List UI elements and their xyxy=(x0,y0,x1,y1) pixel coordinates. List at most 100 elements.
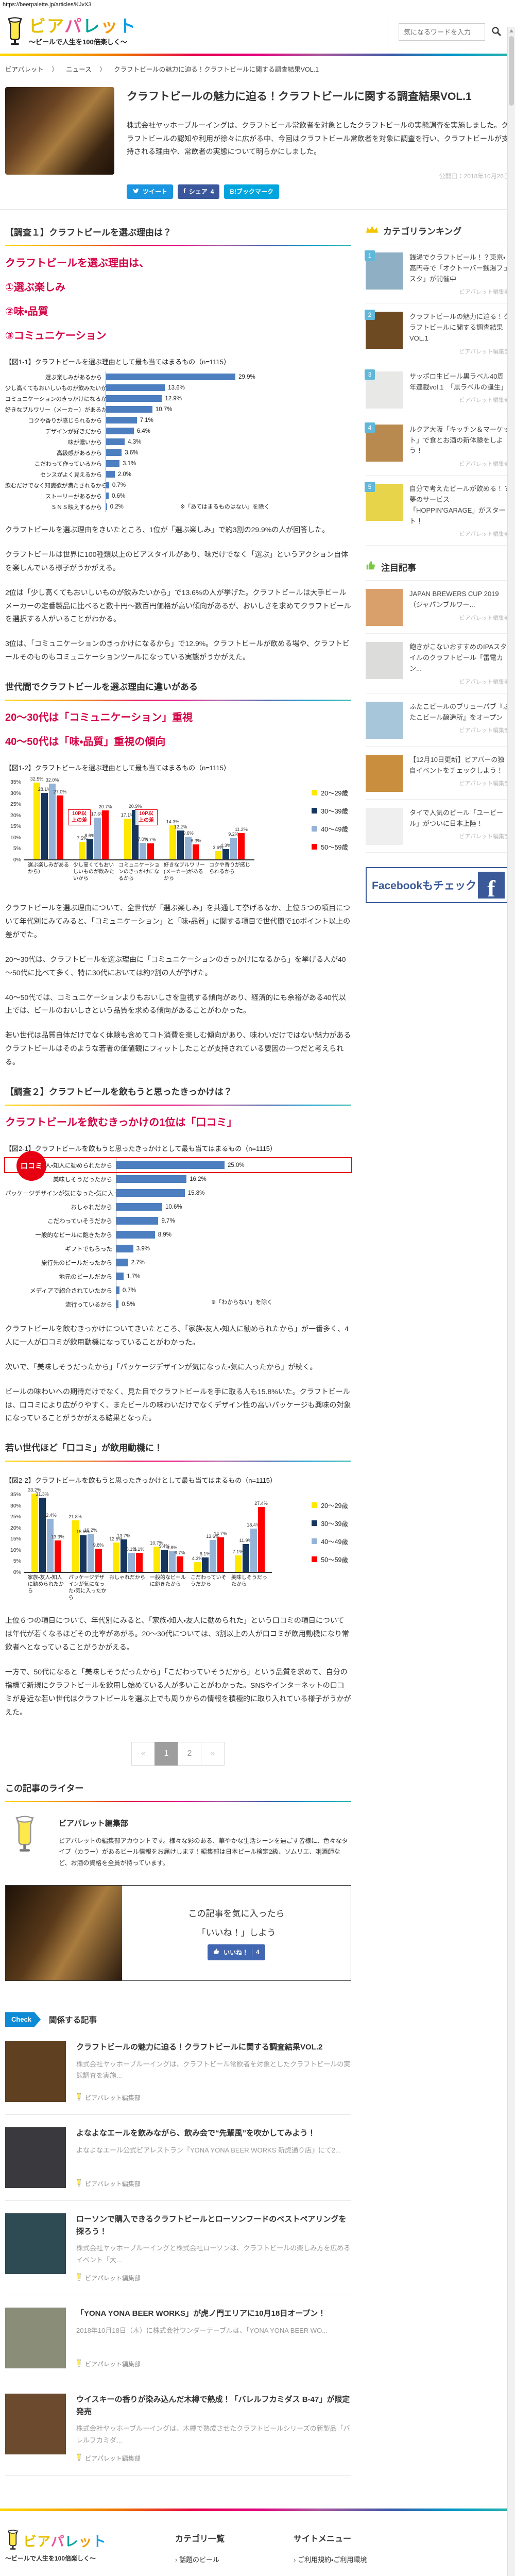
check-ribbon: Check xyxy=(5,2012,41,2027)
ranking-item[interactable]: 4 ルクア大阪「キッチン＆マーケット」で食とお酒の新体験をしよう！ ビアパレット… xyxy=(365,416,510,476)
breadcrumb-section[interactable]: ニュース xyxy=(66,66,92,73)
bar-value: 10.6 xyxy=(165,1204,182,1210)
legend-item: 30～39歳 xyxy=(312,1518,348,1528)
pagination-page-2[interactable]: 2 xyxy=(178,1741,201,1766)
ranking-item[interactable]: 3 サッポロ生ビール黒ラベル40周年連載vol.1 「黒ラベルの誕生」 ビアパレ… xyxy=(365,363,510,416)
facebook-banner[interactable]: Facebookもチェック f xyxy=(366,867,510,903)
bar-value: 6.3 xyxy=(191,838,201,843)
ranking-item[interactable]: 2 クラフトビールの魅力に迫る！クラフトビールに関する調査結果VOL.1 ビアパ… xyxy=(365,303,510,363)
bar: 8.1 xyxy=(126,1547,135,1572)
bar-value: 3.9 xyxy=(136,1246,150,1252)
tweet-button[interactable]: ツイート xyxy=(127,184,174,199)
bar-group: 4.36.1 13.614.7 こだわっていそうだから xyxy=(188,1490,229,1588)
pagination-page-1[interactable]: 1 xyxy=(154,1741,178,1766)
footer-menu-link[interactable]: プライバシーポリシー xyxy=(294,2574,412,2576)
bar-row: 少し高くてもおいしいものが飲みたいから 13.6 xyxy=(5,382,351,393)
bar-value: 9.2 xyxy=(228,832,239,837)
related-article-author: ビアパレット編集部 xyxy=(76,2266,351,2282)
footer-menu-link[interactable]: ご利用規約・ご利用環境 xyxy=(294,2554,412,2564)
like-box-image xyxy=(6,1886,122,1981)
survey2-paragraphs2: 上位６つの項目について、年代別にみると、「家族・知人・友人に勧められた」という口… xyxy=(5,1614,351,1719)
survey1-paragraphs: クラフトビールを選ぶ理由をきいたところ、1位が「選ぶ楽しみ」で約3割の29.9%… xyxy=(5,523,351,664)
legend-swatch xyxy=(312,1538,318,1545)
bar-value: 8.8 xyxy=(167,1545,178,1550)
bar-label: デザインが好きだから xyxy=(45,428,102,435)
bar-row: 選ぶ楽しみがあるから 29.9 xyxy=(5,371,351,382)
featured-item[interactable]: 【12月10日更新】ビアバーの独自イベントをチェックしよう！ ビアパレット編集部 xyxy=(366,747,510,800)
fig1-2-chart: 35%30%25%20%15%10%5%0% 32.528.132.027.0 … xyxy=(5,776,351,890)
survey1-paragraphs2: クラフトビールを選ぶ理由について、全世代が「選ぶ楽しみ」を共通して挙げるなか、上… xyxy=(5,902,351,1069)
featured-item[interactable]: タイで人気のビール「ユービール」がついに日本上陸！ ビアパレット編集部 xyxy=(366,800,510,853)
pagination-prev[interactable]: « xyxy=(131,1741,155,1766)
ranking-item[interactable]: 1 銭湯でクラフトビール！？東京・高円寺で「オクトーバー銭湯フェスタ」が開催中 … xyxy=(365,244,510,304)
featured-title: 【12月10日更新】ビアバーの独自イベントをチェックしよう！ xyxy=(409,755,505,774)
breadcrumb-home[interactable]: ビアパレット xyxy=(5,66,44,73)
bar-value: 0.7 xyxy=(112,482,126,488)
bar-row: 旅行先のビールだったから 2.7 xyxy=(5,1256,351,1270)
bar-value: 14.7 xyxy=(214,1531,227,1536)
scrollbar-up-icon[interactable] xyxy=(508,27,515,35)
fig2-1-chart: 口コミ 家族・友人・知人に勧められたから 25.0 美味しそうだったから 16.… xyxy=(5,1151,351,1312)
featured-item[interactable]: JAPAN BREWERS CUP 2019（ジャパンブルワー... ビアパレッ… xyxy=(366,581,510,634)
bar xyxy=(106,471,115,478)
search-input[interactable] xyxy=(399,23,485,41)
ranking-heading: カテゴリランキング xyxy=(383,227,462,236)
bar-value: 31.3 xyxy=(36,1492,49,1497)
pagination-next[interactable]: » xyxy=(201,1741,225,1766)
related-article-title: ローソンで購入できるクラフトビールとローソンフードのベストペアリングを探ろう！ xyxy=(76,2215,347,2236)
hatena-bookmark-button[interactable]: B!ブックマーク xyxy=(224,184,280,199)
group-label: 美味しそうだったから xyxy=(231,1575,267,1588)
related-article-thumbnail xyxy=(5,2213,66,2275)
paragraph: 次いで、「美味しそうだったから」「パッケージデザインが気になった・気に入ったから… xyxy=(5,1362,317,1371)
footer-logo[interactable]: ビアパレット ～ビールで人生を100倍楽しく～ xyxy=(5,2530,175,2576)
bar-value: 8.6 xyxy=(84,833,95,838)
footer-category-link[interactable]: 話題のビール xyxy=(175,2554,294,2564)
related-article-item[interactable]: クラフトビールの魅力に迫る！クラフトビールに関する調査結果VOL.2 株式会社ヤ… xyxy=(5,2029,351,2115)
y-axis: 35% 30% 25% 20% 15% 10% 5% 0% xyxy=(5,1490,24,1575)
featured-item[interactable]: 飽きがこないおすすめのIPAスタイルのクラフトビール「雷電カン... ビアパレッ… xyxy=(366,634,510,693)
like-button[interactable]: いいね！ 4 xyxy=(208,1944,265,1960)
bar-value: 0.6 xyxy=(112,493,125,499)
bar-value: 13.6 xyxy=(168,385,185,391)
bar-value: 6.1 xyxy=(200,1551,211,1556)
bar-group: 21.8 15.516.2 9.8 パッケージデザインが気になった・気に入ったから xyxy=(66,1490,107,1601)
bar-group: 12.513.7 8.18.1 おしゃれだから xyxy=(107,1490,148,1581)
group-label: コミュニケーションのきっかけになるから xyxy=(118,862,160,882)
related-article-item[interactable]: 「YONA YONA BEER WORKS」が虎ノ門エリアに10月18日オープン… xyxy=(5,2295,351,2382)
bar-value: 20.9 xyxy=(129,804,142,809)
featured-item[interactable]: ふたこビールのブリューパブ『ふたこビール醸造所』をオープン ビアパレット編集部 xyxy=(366,693,510,747)
group-label: おしゃれだから xyxy=(109,1575,145,1581)
writer-name[interactable]: ビアパレット編集部 xyxy=(59,1819,128,1828)
bar-value: 20.7 xyxy=(99,804,112,809)
search-button[interactable] xyxy=(490,25,503,39)
related-article-item[interactable]: ウイスキーの香りが染み込んだ木樽で熟成！「バレルフカミダス B-47」が限定発売… xyxy=(5,2381,351,2476)
bar: 20.7 xyxy=(99,804,109,860)
bar: 12.2 xyxy=(174,824,184,860)
kuchikomi-badge: 口コミ xyxy=(16,1151,46,1181)
bar-value: 32.5 xyxy=(30,776,44,782)
bar-value: 25.0 xyxy=(228,1162,245,1168)
writer-bio: ビアパレットの編集部アカウントです。様々な彩のある、華やかな生活シーンを過ごす皆… xyxy=(59,1837,348,1867)
bar xyxy=(106,449,122,456)
site-logo[interactable]: ビアパレット ～ビールで人生を100倍楽しく～ xyxy=(4,16,136,47)
bar xyxy=(106,374,236,380)
facebook-share-button[interactable]: f シェア 4 xyxy=(178,184,220,199)
bar: 27.0 xyxy=(54,789,63,860)
beer-mini-icon xyxy=(76,2453,82,2463)
y-tick: 20% xyxy=(10,812,21,819)
y-tick: 10% xyxy=(10,834,21,841)
ranking-title: クラフトビールの魅力に迫る！クラフトビールに関する調査結果VOL.1 xyxy=(409,313,510,342)
footer-category-link[interactable]: レシピ xyxy=(175,2574,294,2576)
scrollbar-track[interactable] xyxy=(507,27,515,2576)
related-article-item[interactable]: ローソンで購入できるクラフトビールとローソンフードのベストペアリングを探ろう！ … xyxy=(5,2201,351,2296)
bar-label: センスがよく見えるから xyxy=(40,471,102,478)
ranking-item[interactable]: 5 自分で考えたビールが飲める！？夢のサービス「HOPPIN’GARAGE」がス… xyxy=(365,476,510,546)
pagination: « 1 2 » xyxy=(5,1741,351,1766)
legend-swatch xyxy=(312,1520,318,1527)
scrollbar-thumb[interactable] xyxy=(509,36,514,106)
bar: 6.3 xyxy=(191,838,199,860)
bar-label: 旅行先のビールだったから xyxy=(41,1260,112,1266)
bar-value: 2.7 xyxy=(131,1260,145,1266)
bar-value: 7.1 xyxy=(233,1549,244,1554)
related-article-item[interactable]: よなよなエールを飲みながら、飲み会で“先輩風”を吹かしてみよう！ よなよなエール… xyxy=(5,2115,351,2201)
